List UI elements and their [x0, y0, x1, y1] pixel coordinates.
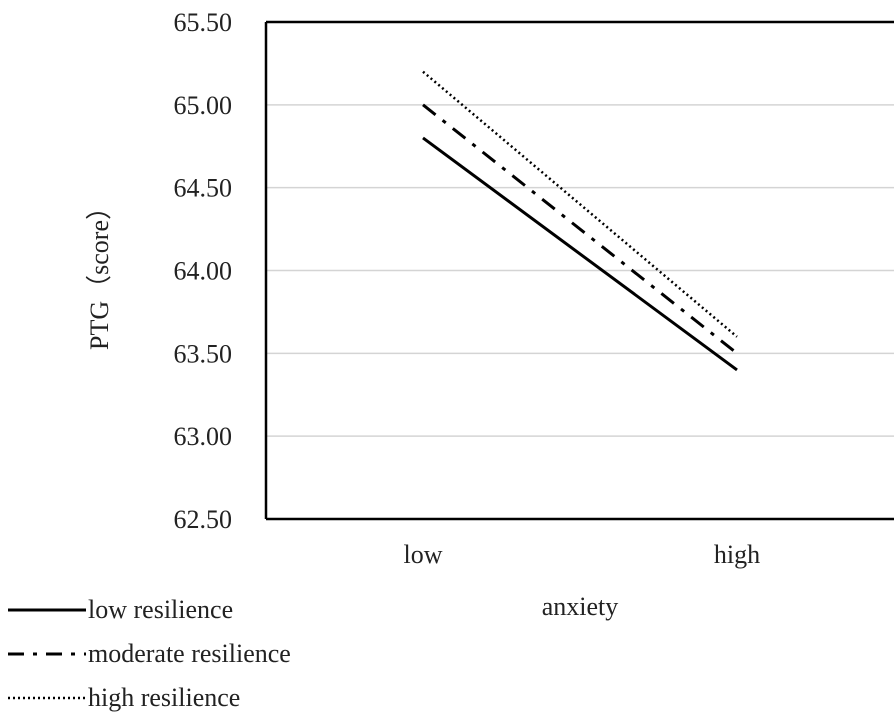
y-tick-label: 65.00 [174, 91, 233, 120]
y-tick-label: 64.00 [174, 257, 233, 286]
x-tick-label: high [714, 540, 760, 569]
legend-item-low-resilience: low resilience [8, 588, 368, 632]
y-tick-label: 62.50 [174, 505, 233, 534]
x-axis-title: anxiety [542, 592, 619, 621]
series-line-high-resilience [422, 70, 738, 338]
legend-item-high-resilience: high resilience [8, 676, 368, 720]
legend-item-moderate-resilience: moderate resilience [8, 632, 368, 676]
solid-line-swatch-icon [8, 608, 86, 612]
y-tick-labels: 62.50 63.00 63.50 64.00 64.50 65.00 65.50 [174, 8, 233, 534]
dash-dot-line-swatch-icon [8, 652, 86, 656]
x-tick-label: low [404, 540, 443, 569]
series-lines [422, 70, 738, 372]
y-tick-label: 64.50 [174, 174, 233, 203]
series-line-low-resilience [422, 136, 738, 372]
legend-label: low resilience [88, 595, 234, 624]
series-line-moderate-resilience [422, 103, 738, 355]
y-tick-label: 65.50 [174, 8, 233, 37]
y-tick-label: 63.50 [174, 339, 233, 368]
x-tick-labels: low high [404, 540, 761, 569]
dotted-line-swatch-icon [8, 696, 86, 700]
legend: low resilience moderate resilience high … [8, 588, 368, 720]
plot-frame [264, 20, 894, 521]
legend-label: high resilience [88, 683, 241, 712]
y-tick-label: 63.00 [174, 422, 233, 451]
gridlines [266, 104, 894, 437]
legend-label: moderate resilience [88, 639, 291, 668]
y-axis-title: PTG（score） [85, 194, 114, 350]
